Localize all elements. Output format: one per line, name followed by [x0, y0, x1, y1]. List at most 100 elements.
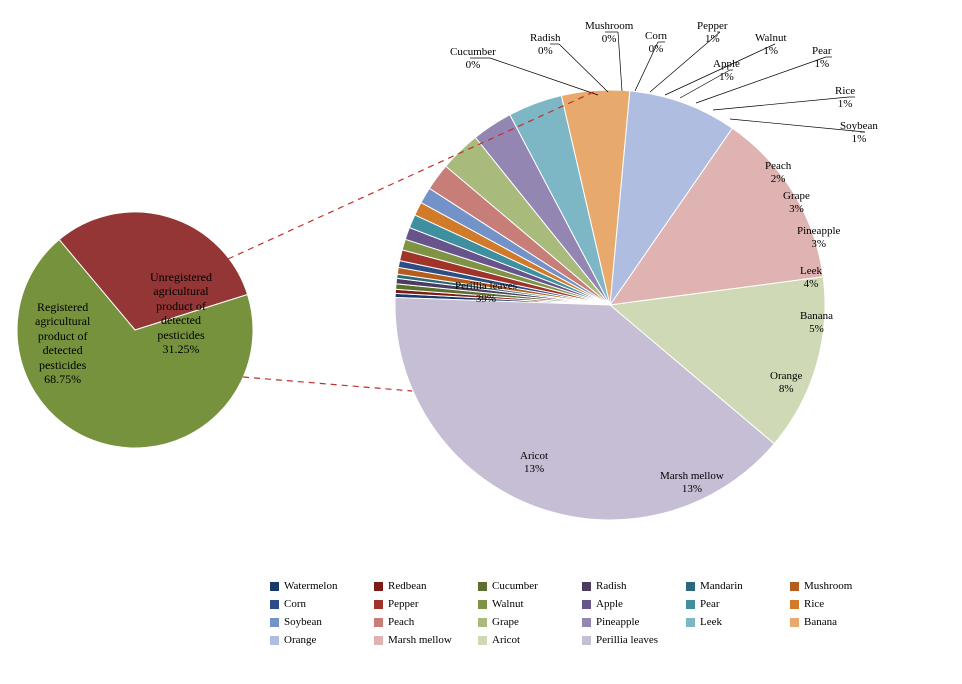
- legend-swatch: [478, 618, 487, 627]
- right-label-rice: Rice1%: [835, 85, 855, 111]
- legend-label: Leek: [700, 616, 722, 628]
- right-label-mushroom-line0: Mushroom: [585, 20, 633, 33]
- legend-item-pineapple: Pineapple: [582, 616, 686, 628]
- right-label-grape-line0: Grape: [783, 190, 810, 203]
- legend-item-pepper: Pepper: [374, 598, 478, 610]
- right-label-pineapple-line0: Pineapple: [797, 225, 840, 238]
- legend-swatch: [374, 618, 383, 627]
- right-label-perillia: Perillia leaves39%: [455, 280, 517, 306]
- left-label-registered-line2: product of: [35, 329, 90, 343]
- right-label-cucumber-line1: 0%: [450, 59, 496, 72]
- right-label-walnut-line1: 1%: [755, 45, 787, 58]
- right-label-orange-line0: Orange: [770, 370, 802, 383]
- legend-item-corn: Corn: [270, 598, 374, 610]
- right-label-pear-line0: Pear: [812, 45, 832, 58]
- legend-label: Pepper: [388, 598, 419, 610]
- right-label-radish-line1: 0%: [530, 45, 561, 58]
- legend-item-leek: Leek: [686, 616, 790, 628]
- legend-item-peach: Peach: [374, 616, 478, 628]
- legend-swatch: [270, 618, 279, 627]
- right-label-corn: Corn0%: [645, 30, 667, 56]
- legend-item-perillia-leaves: Perillia leaves: [582, 634, 686, 646]
- legend-swatch: [686, 618, 695, 627]
- legend-item-walnut: Walnut: [478, 598, 582, 610]
- legend-item-cucumber: Cucumber: [478, 580, 582, 592]
- legend-swatch: [790, 600, 799, 609]
- legend-label: Mandarin: [700, 580, 743, 592]
- right-label-walnut: Walnut1%: [755, 32, 787, 58]
- right-label-soybean: Soybean1%: [840, 120, 878, 146]
- legend-label: Aricot: [492, 634, 520, 646]
- right-label-pepper-line1: 1%: [697, 33, 728, 46]
- legend-item-watermelon: Watermelon: [270, 580, 374, 592]
- legend-swatch: [790, 582, 799, 591]
- left-label-unregistered: Unregisteredagriculturalproduct ofdetect…: [150, 270, 212, 356]
- left-label-registered-line1: agricultural: [35, 314, 90, 328]
- legend-label: Soybean: [284, 616, 322, 628]
- legend-swatch: [374, 636, 383, 645]
- legend-swatch: [582, 618, 591, 627]
- right-label-pineapple-line1: 3%: [797, 238, 840, 251]
- right-label-pepper: Pepper1%: [697, 20, 728, 46]
- legend-item-grape: Grape: [478, 616, 582, 628]
- legend-swatch: [582, 636, 591, 645]
- legend-item-mushroom: Mushroom: [790, 580, 894, 592]
- legend-swatch: [478, 636, 487, 645]
- right-label-corn-line0: Corn: [645, 30, 667, 43]
- right-label-perillia-line1: 39%: [455, 293, 517, 306]
- legend-item-rice: Rice: [790, 598, 894, 610]
- right-label-perillia-line0: Perillia leaves: [455, 280, 517, 293]
- legend-swatch: [374, 582, 383, 591]
- right-label-radish: Radish0%: [530, 32, 561, 58]
- right-label-banana-line1: 5%: [800, 323, 833, 336]
- legend-item-mandarin: Mandarin: [686, 580, 790, 592]
- legend-label: Marsh mellow: [388, 634, 452, 646]
- legend-label: Banana: [804, 616, 837, 628]
- legend-label: Redbean: [388, 580, 426, 592]
- legend-label: Watermelon: [284, 580, 337, 592]
- right-label-grape-line1: 3%: [783, 203, 810, 216]
- right-label-mushroom-line1: 0%: [585, 33, 633, 46]
- legend-item-soybean: Soybean: [270, 616, 374, 628]
- legend-swatch: [374, 600, 383, 609]
- legend-label: Pineapple: [596, 616, 639, 628]
- right-label-leek-line0: Leek: [800, 265, 822, 278]
- right-label-radish-line0: Radish: [530, 32, 561, 45]
- right-label-peach-line0: Peach: [765, 160, 791, 173]
- right-label-peach: Peach2%: [765, 160, 791, 186]
- legend-item-banana: Banana: [790, 616, 894, 628]
- left-label-unregistered-line0: Unregistered: [150, 270, 212, 284]
- right-label-marshmellow: Marsh mellow13%: [660, 470, 724, 496]
- legend-swatch: [790, 618, 799, 627]
- right-label-soybean-line1: 1%: [840, 133, 878, 146]
- legend-label: Apple: [596, 598, 623, 610]
- legend-swatch: [582, 582, 591, 591]
- legend: WatermelonRedbeanCucumberRadishMandarinM…: [270, 580, 920, 652]
- right-label-peach-line1: 2%: [765, 173, 791, 186]
- left-label-unregistered-line3: detected: [150, 313, 212, 327]
- legend-swatch: [270, 636, 279, 645]
- legend-swatch: [582, 600, 591, 609]
- left-label-unregistered-line4: pesticides: [150, 328, 212, 342]
- legend-label: Peach: [388, 616, 414, 628]
- right-label-marshmellow-line0: Marsh mellow: [660, 470, 724, 483]
- legend-label: Mushroom: [804, 580, 852, 592]
- right-label-aricot-line1: 13%: [520, 463, 548, 476]
- right-label-cucumber-line0: Cucumber: [450, 46, 496, 59]
- legend-label: Orange: [284, 634, 316, 646]
- right-label-banana: Banana5%: [800, 310, 833, 336]
- legend-item-redbean: Redbean: [374, 580, 478, 592]
- left-label-registered-line3: detected: [35, 343, 90, 357]
- right-label-pineapple: Pineapple3%: [797, 225, 840, 251]
- legend-item-pear: Pear: [686, 598, 790, 610]
- right-label-corn-line1: 0%: [645, 43, 667, 56]
- legend-label: Perillia leaves: [596, 634, 658, 646]
- legend-swatch: [478, 600, 487, 609]
- legend-item-orange: Orange: [270, 634, 374, 646]
- right-label-pepper-line0: Pepper: [697, 20, 728, 33]
- legend-item-marsh-mellow: Marsh mellow: [374, 634, 478, 646]
- right-label-leek: Leek4%: [800, 265, 822, 291]
- left-label-unregistered-line1: agricultural: [150, 284, 212, 298]
- right-label-cucumber: Cucumber0%: [450, 46, 496, 72]
- right-label-apple-line1: 1%: [713, 71, 740, 84]
